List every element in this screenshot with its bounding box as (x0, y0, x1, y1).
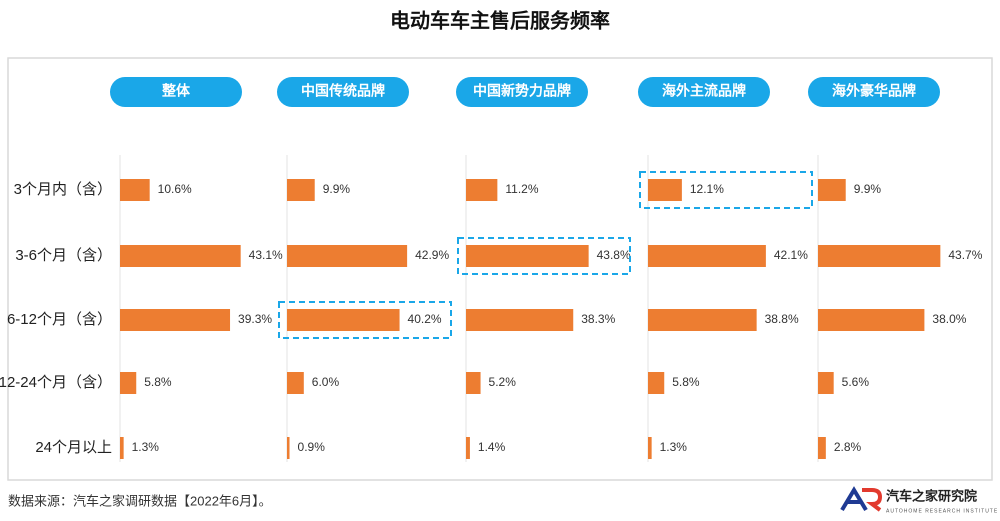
value-label: 42.1% (774, 248, 808, 262)
value-label: 5.8% (144, 375, 172, 389)
value-label: 1.3% (660, 440, 688, 454)
value-label: 0.9% (298, 440, 326, 454)
bar (120, 179, 150, 201)
panel-header (456, 77, 588, 107)
row-label: 3个月内（含） (14, 181, 112, 198)
bar (287, 372, 304, 394)
bar (648, 245, 766, 267)
chart-title: 电动车车主售后服务频率 (390, 8, 610, 32)
panel-title: 海外豪华品牌 (832, 83, 916, 99)
value-label: 9.9% (854, 182, 882, 196)
value-label: 5.2% (489, 375, 517, 389)
bar (818, 179, 846, 201)
logo-mark (862, 488, 883, 512)
panel-header (808, 77, 940, 107)
bar (466, 372, 481, 394)
panel-header (277, 77, 409, 107)
value-label: 11.2% (505, 182, 538, 196)
highlight-box (639, 171, 813, 209)
value-label: 9.9% (323, 182, 351, 196)
bar (818, 437, 826, 459)
logo-mark (840, 486, 868, 512)
logo-subtitle: AUTOHOME RESEARCH INSTITUTE (886, 508, 998, 514)
panel-title: 中国新势力品牌 (473, 83, 571, 99)
value-label: 39.3% (238, 312, 272, 326)
value-label: 6.0% (312, 375, 340, 389)
value-label: 38.8% (765, 312, 799, 326)
bar (648, 372, 665, 394)
bar (120, 372, 137, 394)
row-label: 3-6个月（含） (15, 247, 112, 264)
value-label: 2.8% (834, 440, 862, 454)
panel-title: 中国传统品牌 (301, 83, 385, 99)
value-label: 42.9% (415, 248, 449, 262)
value-label: 38.3% (581, 312, 615, 326)
panel-header (110, 77, 242, 107)
frame (7, 57, 993, 481)
bar (818, 309, 925, 331)
value-label: 12.1% (690, 182, 724, 196)
highlight-box (278, 301, 452, 339)
highlight-box (457, 237, 631, 275)
value-label: 1.3% (132, 440, 160, 454)
bar (120, 437, 124, 459)
bar (287, 309, 400, 331)
value-label: 10.6% (158, 182, 192, 196)
value-label: 5.6% (842, 375, 870, 389)
source-note: 数据来源：汽车之家调研数据【2022年6月】。 (8, 493, 272, 508)
bar (466, 245, 589, 267)
value-label: 38.0% (932, 312, 966, 326)
bar (120, 245, 241, 267)
bar (648, 437, 652, 459)
bar (648, 309, 757, 331)
row-label: 12-24个月（含） (0, 374, 112, 391)
bar (287, 437, 290, 459)
value-label: 43.8% (597, 248, 631, 262)
value-label: 43.1% (249, 248, 283, 262)
bar (287, 179, 315, 201)
bar (120, 309, 231, 331)
bar (287, 245, 408, 267)
row-label: 6-12个月（含） (7, 311, 112, 328)
bar (466, 179, 498, 201)
value-label: 40.2% (408, 312, 442, 326)
logo-name: 汽车之家研究院 (886, 488, 977, 503)
bar (466, 309, 574, 331)
value-label: 5.8% (672, 375, 700, 389)
panel-title: 海外主流品牌 (662, 83, 746, 99)
logo: 汽车之家研究院 AUTOHOME RESEARCH INSTITUTE (840, 486, 998, 514)
panel-header (638, 77, 770, 107)
bar (648, 179, 682, 201)
value-label: 43.7% (948, 248, 982, 262)
bar (818, 245, 941, 267)
row-label: 24个月以上 (35, 439, 112, 456)
value-label: 1.4% (478, 440, 506, 454)
bar (466, 437, 470, 459)
bar (818, 372, 834, 394)
panel-title: 整体 (161, 83, 191, 99)
